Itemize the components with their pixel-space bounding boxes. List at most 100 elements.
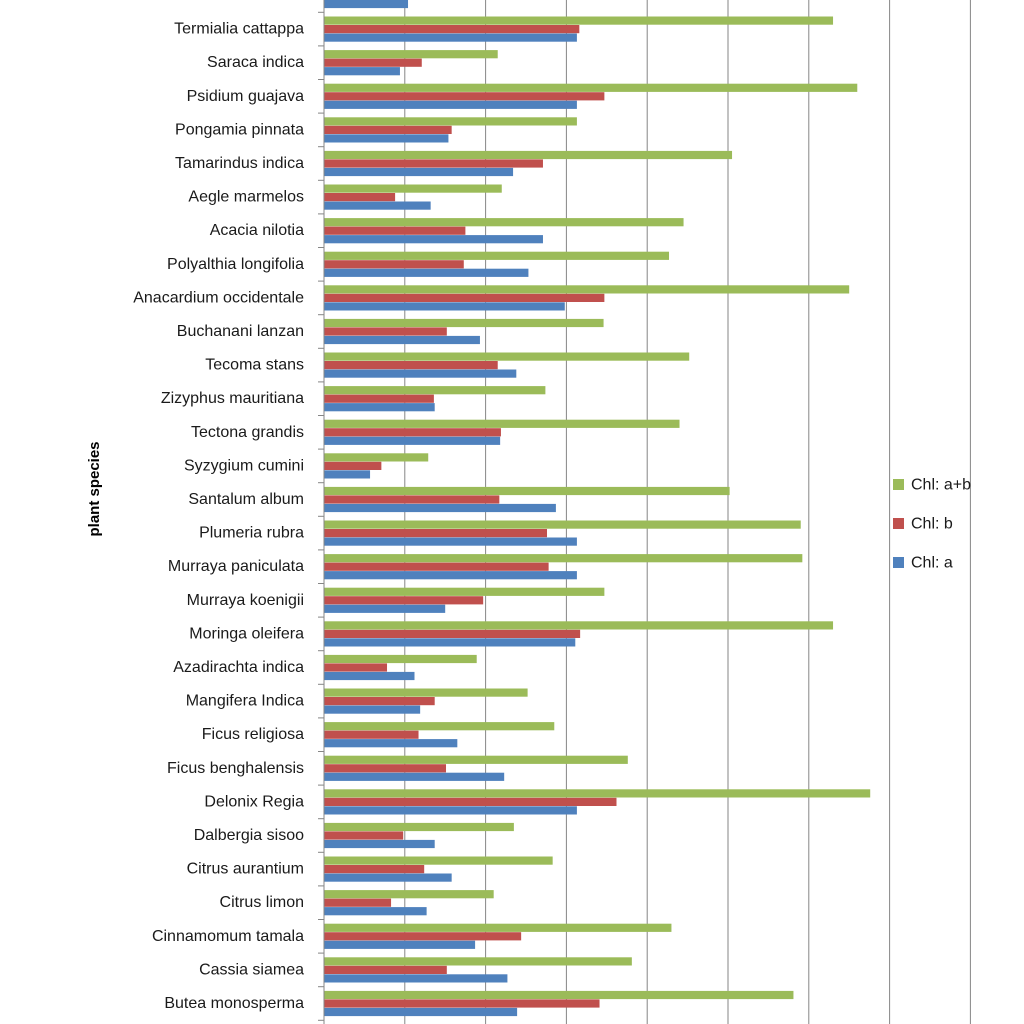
bar [324,663,388,672]
bar [324,940,476,949]
legend-swatch [893,557,904,568]
category-label: Butea monosperma [164,995,304,1012]
bars [324,0,871,1017]
bar [324,907,427,916]
category-label: Citrus limon [220,894,304,911]
bar [324,184,502,193]
bar [324,260,464,269]
bar [324,293,605,302]
category-label: Tecoma stans [205,357,304,374]
category-label: Plumeria rubra [199,525,304,542]
bar [324,865,425,874]
bar [324,150,733,160]
category-label: Delonix Regia [204,793,304,810]
category-label: Syzygium cumini [184,457,304,474]
bar [324,722,555,731]
bar [324,226,466,235]
bar [324,604,446,613]
bar [324,520,801,529]
bar [324,822,514,832]
bar [324,117,577,126]
bar [324,403,435,412]
bar [324,167,514,177]
bar [324,134,449,143]
category-label: Buchanani lanzan [177,323,304,340]
bar [324,638,576,647]
bar [324,352,690,361]
bar [324,428,501,437]
legend-label: Chl: a [911,555,953,572]
bar [324,932,522,941]
category-label: Polyalthia longifolia [167,256,304,273]
bar [324,688,528,697]
bar [324,436,501,445]
bar [324,453,429,462]
bar [324,100,577,109]
bar [324,503,556,513]
bar [324,193,396,202]
bar [324,562,549,571]
legend-swatch [893,518,904,529]
bar [324,654,477,664]
bar [324,235,543,244]
bar [324,361,498,370]
bar [324,495,500,504]
bar [324,806,577,815]
category-label: Tamarindus indica [175,155,304,172]
bar [324,50,498,59]
category-label: Callistemon lanceolatus [135,0,304,4]
bar [324,486,730,496]
bar [324,1007,518,1017]
bar [324,671,415,681]
category-label: Termialia cattappa [174,21,304,38]
legend-label: Chl: b [911,516,953,533]
bar [324,730,419,739]
bar [324,571,577,580]
bar [324,621,834,630]
bar [324,0,409,9]
bar [324,789,871,798]
category-label: Murraya paniculata [168,558,304,575]
bar [324,25,580,34]
bar [324,386,546,395]
category-label: Tectona grandis [191,424,304,441]
bar [324,990,794,1000]
category-label: Acacia nilotia [210,222,304,239]
legend: Chl: a+b Chl: b Chl: a [893,477,971,572]
bar [324,839,435,849]
bar [324,302,565,311]
bar [324,974,508,983]
category-label: Dalbergia sisoo [194,827,304,844]
bar [324,461,382,470]
legend-swatch [893,479,904,490]
bar [324,923,672,932]
bar [324,394,434,403]
bar [324,201,431,210]
bar [324,529,548,538]
bar [324,33,577,42]
bar [324,419,680,428]
bar [324,318,604,328]
category-label: Citrus aurantium [187,861,304,878]
category-label: Ficus religiosa [202,726,304,743]
bar [324,797,617,806]
category-label: Aegle marmelos [188,189,304,206]
bar [324,92,605,101]
bar [324,856,553,865]
bar [324,470,371,479]
bar [324,890,494,899]
bar [324,125,452,134]
category-label: Zizyphus mauritiana [161,390,304,407]
category-label: Cassia siamea [199,961,304,978]
bar [324,772,505,781]
bar [324,755,628,764]
bar [324,764,447,773]
bar [324,58,422,67]
bar [324,335,480,345]
bar [324,327,447,336]
bar [324,965,447,974]
bar [324,957,632,966]
bar [324,898,392,907]
bar [324,554,803,563]
